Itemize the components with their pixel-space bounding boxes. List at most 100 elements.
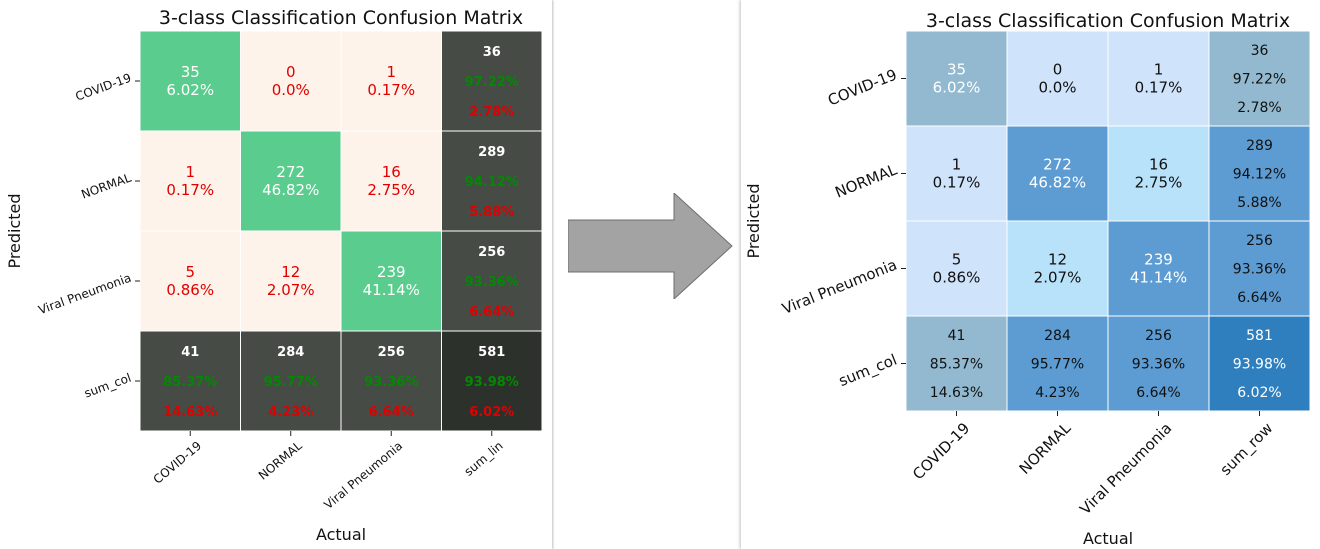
cell-error-rate-r0-c3: 2.78% (1237, 100, 1281, 116)
cell-correct-rate-r3-c3: 93.98% (1233, 357, 1286, 373)
cell-total-r3-c0: 41 (948, 328, 966, 344)
cell-percent-r0-c1: 0.0% (272, 81, 310, 99)
cell-error-rate-r3-c0: 14.63% (930, 385, 983, 401)
cell-count-r0-c0: 35 (947, 61, 966, 79)
matrix-cell-r2-c2 (1107, 220, 1210, 317)
matrix-cell-r0-c2 (340, 30, 442, 132)
cell-percent-r1-c2: 2.75% (1135, 174, 1183, 192)
cell-percent-r0-c0: 6.02% (166, 81, 214, 99)
cell-percent-r2-c1: 2.07% (1034, 269, 1082, 287)
cell-total-r3-c0: 41 (181, 345, 199, 360)
cell-percent-r1-c1: 46.82% (1029, 174, 1086, 192)
cell-percent-r2-c1: 2.07% (267, 281, 315, 299)
cell-correct-rate-r3-c2: 93.36% (364, 375, 418, 390)
cell-error-rate-r3-c1: 4.23% (1035, 385, 1079, 401)
matrix-cell-r3-c3 (441, 330, 543, 432)
matrix-cell-r3-c1 (240, 330, 342, 432)
cell-total-r3-c1: 284 (1044, 328, 1071, 344)
matrix-cell-r1-c3 (1208, 125, 1311, 222)
cell-error-rate-r3-c0: 14.63% (163, 405, 217, 420)
matrix-cell-r0-c1 (240, 30, 342, 132)
x-tick-label-normal: NORMAL (256, 438, 305, 482)
matrix-cell-r0-c1 (1006, 30, 1109, 127)
cell-count-r1-c1: 272 (276, 163, 305, 181)
cell-correct-rate-r3-c1: 95.77% (264, 375, 318, 390)
x-tick-label-covid-19: COVID-19 (909, 419, 973, 483)
cell-percent-r1-c0: 0.17% (166, 181, 214, 199)
cell-correct-rate-r3-c0: 85.37% (930, 357, 983, 373)
y-tick-label-viral-pneumonia: Viral Pneumonia (36, 271, 133, 318)
cell-correct-rate-r1-c3: 94.12% (1233, 167, 1286, 183)
chart-title: 3-class Classification Confusion Matrix (159, 7, 523, 29)
cell-error-rate-r3-c3: 6.02% (1237, 385, 1281, 401)
matrix-cell-r1-c3 (441, 130, 543, 232)
matrix-cell-r0-c2 (1107, 30, 1210, 127)
matrix-cell-r2-c3 (441, 230, 543, 332)
y-axis-label: Predicted (744, 183, 763, 258)
right-arrow-icon (568, 193, 733, 299)
cell-correct-rate-r3-c0: 85.37% (163, 375, 217, 390)
x-tick-label-viral-pneumonia: Viral Pneumonia (1076, 419, 1175, 518)
cell-count-r0-c1: 0 (1053, 61, 1063, 79)
cell-percent-r0-c0: 6.02% (933, 79, 981, 97)
cell-count-r1-c2: 16 (1149, 156, 1168, 174)
cell-correct-rate-r1-c3: 94.12% (465, 175, 519, 190)
right-confusion-matrix-chart: 3-class Classification Confusion Matrix 3… (744, 10, 1311, 548)
cell-total-r3-c3: 581 (478, 345, 505, 360)
cell-count-r0-c0: 35 (181, 63, 200, 81)
cell-count-r2-c1: 12 (281, 263, 300, 281)
cell-percent-r1-c1: 46.82% (262, 181, 319, 199)
cell-count-r2-c0: 5 (185, 263, 195, 281)
cell-error-rate-r3-c2: 6.64% (369, 405, 414, 420)
x-tick-label-sum-lin: sum_lin (462, 439, 506, 479)
y-tick-label-viral-pneumonia: Viral Pneumonia (780, 256, 900, 318)
matrix-cell-r2-c1 (240, 230, 342, 332)
matrix-cell-r3-c3 (1208, 315, 1311, 412)
cell-percent-r2-c2: 41.14% (363, 281, 420, 299)
cell-error-rate-r3-c1: 4.23% (268, 405, 313, 420)
cell-correct-rate-r2-c3: 93.36% (1233, 262, 1286, 278)
y-tick-label-covid-19: COVID-19 (74, 71, 133, 104)
cell-percent-r2-c2: 41.14% (1130, 269, 1187, 287)
cell-error-rate-r3-c3: 6.02% (469, 405, 514, 420)
cell-percent-r1-c2: 2.75% (367, 181, 415, 199)
cell-percent-r0-c2: 0.17% (1135, 79, 1183, 97)
x-tick-label-normal: NORMAL (1016, 419, 1075, 478)
cell-correct-rate-r3-c2: 93.36% (1132, 357, 1185, 373)
cell-correct-rate-r0-c3: 97.22% (465, 75, 519, 90)
matrix-cell-r1-c0 (905, 125, 1008, 222)
cell-total-r1-c3: 289 (478, 145, 505, 160)
cell-total-r3-c3: 581 (1246, 328, 1273, 344)
matrix-cell-r1-c2 (1107, 125, 1210, 222)
cell-total-r3-c2: 256 (378, 345, 405, 360)
x-tick-label-covid-19: COVID-19 (151, 439, 205, 487)
cell-total-r2-c3: 256 (1246, 233, 1273, 249)
cell-error-rate-r0-c3: 2.78% (469, 105, 514, 120)
cell-count-r2-c1: 12 (1048, 251, 1067, 269)
cell-count-r2-c2: 239 (377, 263, 406, 281)
chart-title: 3-class Classification Confusion Matrix (926, 10, 1290, 32)
matrix-cell-r2-c0 (905, 220, 1008, 317)
cell-error-rate-r1-c3: 5.88% (1237, 195, 1281, 211)
cell-correct-rate-r3-c1: 95.77% (1031, 357, 1084, 373)
cell-count-r1-c2: 16 (382, 163, 401, 181)
cell-correct-rate-r2-c3: 93.36% (465, 275, 519, 290)
right-confusion-matrix-panel: 3-class Classification Confusion Matrix 3… (741, 0, 1320, 549)
matrix-cell-r1-c1 (240, 130, 342, 232)
matrix-cell-r0-c3 (441, 30, 543, 132)
cell-total-r0-c3: 36 (1251, 43, 1269, 59)
matrix-cell-r0-c0 (139, 30, 241, 132)
matrix-cell-r0-c3 (1208, 30, 1311, 127)
cell-count-r1-c1: 272 (1043, 156, 1072, 174)
x-axis-label: Actual (1083, 529, 1133, 548)
cell-count-r2-c2: 239 (1144, 251, 1173, 269)
y-tick-label-covid-19: COVID-19 (825, 66, 899, 110)
matrix-cell-r0-c0 (905, 30, 1008, 127)
matrix-cell-r1-c0 (139, 130, 241, 232)
cell-total-r3-c2: 256 (1145, 328, 1172, 344)
y-axis-label: Predicted (5, 193, 24, 268)
cell-error-rate-r2-c3: 6.64% (469, 305, 514, 320)
cell-correct-rate-r3-c3: 93.98% (465, 375, 519, 390)
x-tick-label-viral-pneumonia: Viral Pneumonia (321, 439, 405, 513)
cell-percent-r2-c0: 0.86% (933, 269, 981, 287)
